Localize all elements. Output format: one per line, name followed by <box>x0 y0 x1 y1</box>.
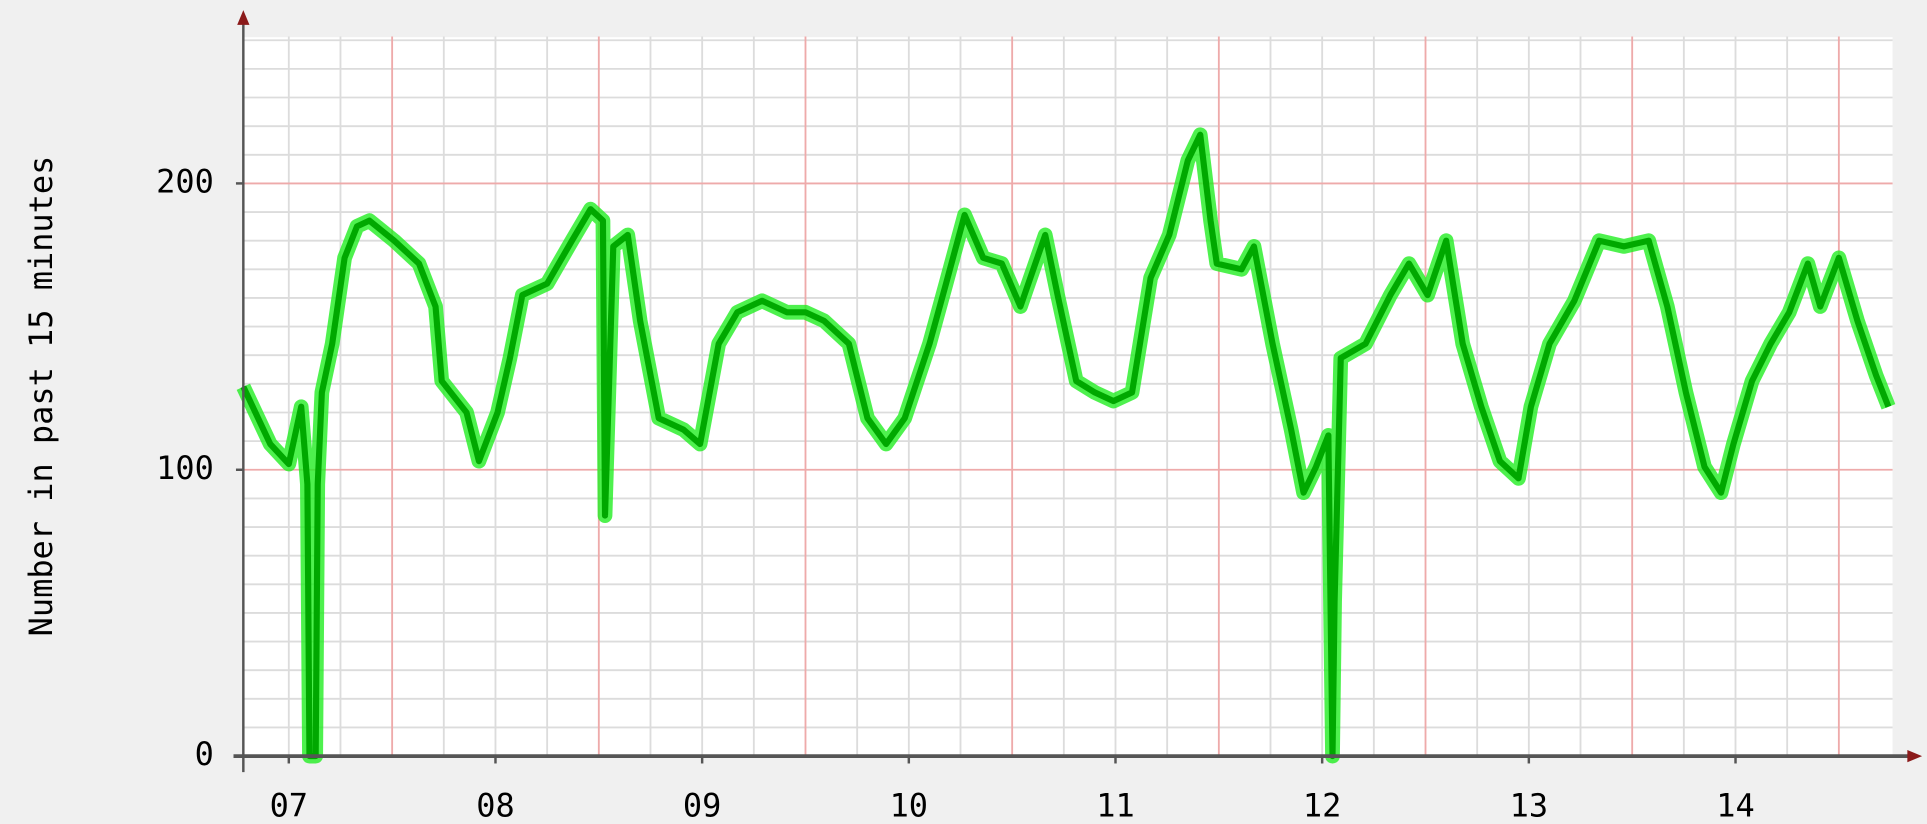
x-tick-label: 07 <box>270 787 308 824</box>
series-line <box>240 131 1892 760</box>
x-tick-label: 14 <box>1716 787 1754 824</box>
x-tick-label: 12 <box>1303 787 1341 824</box>
x-tick-label: 11 <box>1096 787 1134 824</box>
y-tick-label: 0 <box>195 735 214 773</box>
y-tick-label: 200 <box>156 162 214 200</box>
plot-area <box>243 37 1893 757</box>
y-tick-label: 100 <box>156 449 214 487</box>
x-tick-label: 09 <box>683 787 721 824</box>
axes <box>233 10 1923 773</box>
x-tick-label: 08 <box>476 787 514 824</box>
x-tick-label: 13 <box>1510 787 1548 824</box>
x-tick-label: 10 <box>890 787 928 824</box>
grid <box>243 36 1893 757</box>
x-arrow <box>1907 749 1923 763</box>
marks <box>236 127 1896 764</box>
y-arrow <box>237 10 250 25</box>
y-axis-label: Number in past 15 minutes <box>22 156 60 637</box>
